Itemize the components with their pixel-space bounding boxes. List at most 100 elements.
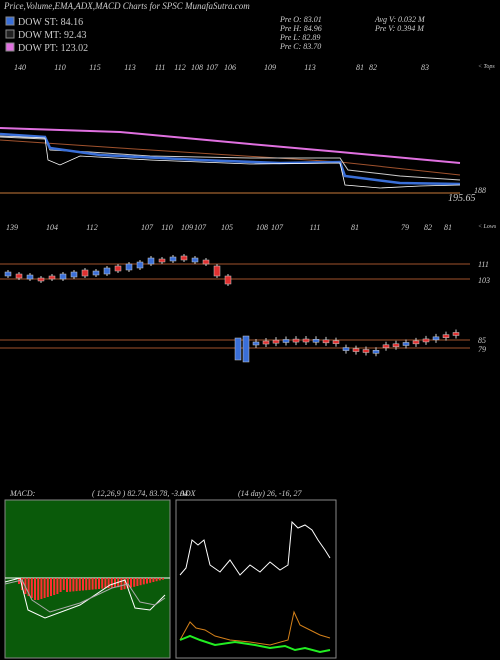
info-item: Avg V: 0.032 M <box>374 15 426 24</box>
legend: DOW ST: 84.16 DOW MT: 92.43 DOW PT: 123.02 <box>5 16 88 54</box>
low-label: 82 <box>424 223 432 232</box>
candle <box>452 332 460 336</box>
candle <box>282 339 290 343</box>
top-label: 107 <box>206 63 219 72</box>
candle <box>302 338 310 343</box>
low-label: 107 <box>271 223 284 232</box>
info-item: Pre L: 82.89 <box>279 33 320 42</box>
macd-bar <box>120 578 123 590</box>
macd-bar <box>98 578 100 589</box>
macd-bar <box>91 578 94 590</box>
candle <box>362 349 370 353</box>
low-label: 107 <box>194 223 207 232</box>
candle <box>234 337 242 361</box>
level-label: 85 <box>478 336 486 345</box>
info-item: Pre C: 83.70 <box>279 42 321 51</box>
candle <box>92 270 100 276</box>
candle <box>412 340 420 345</box>
macd-bar <box>62 578 65 590</box>
candle <box>242 335 250 363</box>
macd-bar <box>146 578 148 584</box>
low-label: 110 <box>161 223 172 232</box>
info-item: Pre V: 0.394 M <box>374 24 425 33</box>
price-big: 195.65 <box>448 193 476 204</box>
candle <box>26 274 34 280</box>
lows-marker: < Lows <box>478 224 497 230</box>
macd-bar <box>142 578 145 585</box>
macd-bar <box>82 578 84 591</box>
price-small: 188 <box>474 186 486 195</box>
macd-bar <box>162 578 164 580</box>
candle <box>432 336 440 341</box>
low-label: 81 <box>444 223 452 232</box>
di-minus <box>179 634 331 654</box>
macd-bar <box>37 578 40 600</box>
candle <box>322 339 330 344</box>
candle <box>312 339 320 343</box>
candle <box>332 340 340 344</box>
macd-bar <box>101 578 104 589</box>
macd-bar <box>53 578 56 595</box>
candle <box>4 271 12 277</box>
macd-line <box>4 577 166 619</box>
low-label: 109 <box>181 223 193 232</box>
macd-bar <box>21 578 24 590</box>
candle <box>272 339 280 344</box>
candle <box>422 338 430 343</box>
candle <box>103 267 111 275</box>
macd-params: ( 12,26,9 ) 82.74, 83.78, -3.04 <box>92 489 188 498</box>
top-label: 108 <box>191 63 203 72</box>
candle <box>292 338 300 343</box>
level-label: 79 <box>478 345 486 354</box>
macd-title: MACD: <box>9 489 36 498</box>
candle <box>48 275 56 280</box>
macd-bar <box>30 578 33 598</box>
macd-panel <box>4 499 171 659</box>
candle <box>352 348 360 352</box>
top-label: 140 <box>14 63 26 72</box>
tops: 140 110 115 113 111 112 108 107 106 109 113 81 82 83 <… <box>14 63 495 72</box>
candle <box>342 347 350 351</box>
macd-bar <box>46 578 49 597</box>
level-label: 111 <box>478 260 489 269</box>
candle <box>180 255 188 261</box>
top-label: 110 <box>54 63 65 72</box>
macd-bar <box>43 578 46 598</box>
top-label: 115 <box>89 63 100 72</box>
macd-bar <box>27 578 30 596</box>
legend-swatch <box>5 42 15 52</box>
macd-bar <box>56 578 59 594</box>
candle <box>224 275 232 285</box>
top-label: 113 <box>124 63 135 72</box>
low-label: 107 <box>141 223 154 232</box>
macd-bar <box>94 578 97 590</box>
macd-bar <box>88 578 91 590</box>
adx-title: ADX <box>179 489 197 498</box>
candle <box>114 265 122 272</box>
candle <box>147 257 155 265</box>
macd-bar <box>69 578 72 592</box>
candle <box>202 259 210 265</box>
price-line <box>0 135 461 189</box>
macd-bar <box>107 578 110 589</box>
info-item: Pre O: 83.01 <box>279 15 322 24</box>
candle <box>81 269 89 277</box>
candle <box>402 342 410 346</box>
adx-params: (14 day) 26, -16, 27 <box>238 489 303 498</box>
top-label: 82 <box>369 63 377 72</box>
top-label: 106 <box>224 63 236 72</box>
low-label: 81 <box>351 223 359 232</box>
candles <box>4 254 460 363</box>
macd-bar <box>75 578 78 592</box>
top-label: 111 <box>155 63 166 72</box>
macd-bar <box>50 578 52 596</box>
candle <box>191 257 199 263</box>
macd-bar <box>34 578 36 600</box>
low-label: 104 <box>46 223 58 232</box>
candle <box>252 341 260 346</box>
ema-st <box>0 132 461 186</box>
candle <box>372 350 380 354</box>
low-label: 112 <box>86 223 97 232</box>
adx-panel <box>175 499 337 659</box>
tops-marker: < Tops <box>478 64 495 70</box>
